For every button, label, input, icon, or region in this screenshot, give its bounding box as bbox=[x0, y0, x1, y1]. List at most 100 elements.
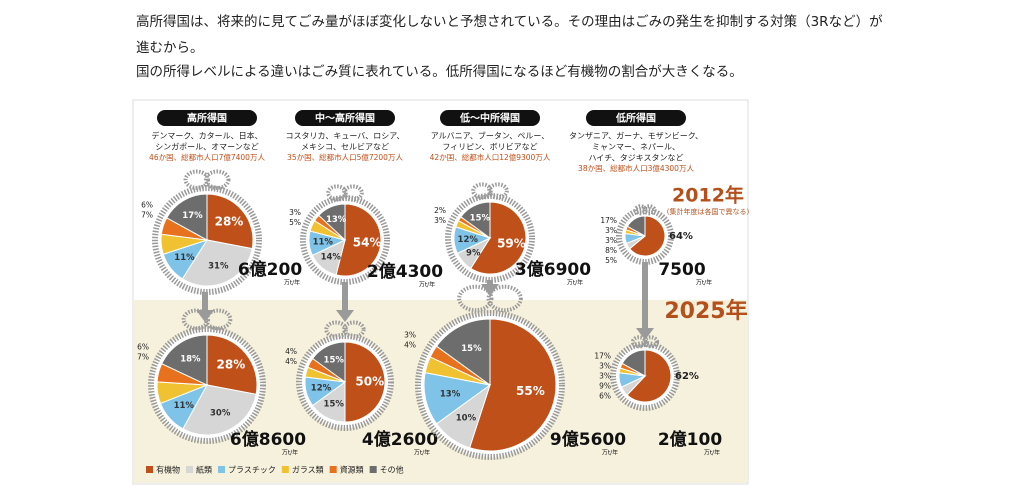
value-label: 62% bbox=[675, 371, 699, 382]
value-label: 11% bbox=[174, 401, 195, 411]
bag-bow bbox=[642, 335, 660, 349]
pie-slice bbox=[161, 334, 208, 386]
text-line: 進むから。 bbox=[136, 40, 204, 56]
group-name: 中～高所得国 bbox=[315, 112, 375, 125]
bag-bow bbox=[181, 308, 211, 331]
value-label: 11% bbox=[313, 238, 334, 248]
value-label: 50% bbox=[355, 375, 384, 389]
value-label: 3% bbox=[289, 208, 301, 217]
total-unit: 万t/年 bbox=[284, 279, 300, 287]
value-label: 15% bbox=[470, 214, 491, 224]
value-label: 3% bbox=[404, 331, 416, 340]
group-badge bbox=[295, 110, 395, 126]
legend-swatch bbox=[186, 466, 193, 473]
pie-slice bbox=[318, 203, 346, 242]
group-countries: フィリピン、ボリビアなど bbox=[442, 143, 537, 152]
bag-bow bbox=[486, 284, 523, 313]
value-label: 7% bbox=[137, 353, 149, 362]
legend-label: 紙類 bbox=[196, 465, 212, 475]
pie-slice bbox=[182, 384, 257, 436]
value-label: 15% bbox=[324, 355, 345, 365]
value-label: 6% bbox=[137, 343, 149, 352]
value-label: 4% bbox=[285, 357, 297, 366]
group-population: 46か国、総都市人口7億7400万人 bbox=[149, 152, 265, 162]
bag-bow bbox=[342, 320, 366, 339]
value-label: 31% bbox=[208, 262, 229, 272]
value-label: 5% bbox=[289, 218, 301, 227]
value-label: 11% bbox=[174, 253, 195, 263]
group-countries: ミャンマー、ネパール、 bbox=[592, 143, 680, 152]
value-label: 15% bbox=[461, 344, 482, 354]
value-label: 17% bbox=[594, 352, 611, 361]
legend-label: プラスチック bbox=[228, 466, 276, 475]
legend-swatch bbox=[218, 466, 225, 473]
group-countries: アルバニア、ブータン、ペルー、 bbox=[431, 131, 550, 141]
pie-slice bbox=[166, 193, 208, 241]
pie-slice bbox=[460, 201, 491, 239]
value-label: 28% bbox=[215, 214, 244, 228]
value-label: 8% bbox=[605, 246, 617, 255]
value-label: 17% bbox=[600, 216, 617, 225]
pie-slice bbox=[344, 341, 386, 423]
value-label: 14% bbox=[321, 253, 342, 263]
value-label: 2% bbox=[434, 206, 446, 215]
pie-slice bbox=[206, 193, 254, 250]
value-label: 4% bbox=[285, 347, 297, 356]
pie-slice bbox=[628, 215, 666, 257]
value-label: 59% bbox=[497, 237, 526, 251]
value-label: 30% bbox=[210, 409, 231, 419]
total-unit: 万t/年 bbox=[704, 449, 720, 457]
group-badge bbox=[586, 110, 686, 126]
value-label: 13% bbox=[326, 215, 347, 225]
bag-bow bbox=[342, 184, 364, 202]
total: 7500 bbox=[658, 260, 705, 280]
bag-bow bbox=[630, 335, 648, 349]
group-badge bbox=[440, 110, 540, 126]
year-note: (集計年度は各国で異なる) bbox=[667, 207, 750, 216]
pie-slice bbox=[626, 349, 672, 403]
value-label: 12% bbox=[458, 235, 479, 245]
total-unit: 万t/年 bbox=[414, 449, 430, 457]
pie-slice bbox=[435, 318, 491, 386]
bag-bow bbox=[642, 204, 657, 216]
legend-swatch bbox=[329, 466, 337, 473]
value-label: 7% bbox=[141, 211, 153, 220]
group-population: 42か国、総都市人口12億9300万人 bbox=[430, 152, 551, 162]
legend-swatch bbox=[146, 466, 153, 473]
value-label: 15% bbox=[324, 400, 345, 410]
group-name: 低～中所得国 bbox=[459, 112, 520, 125]
total: 6億8600 bbox=[230, 429, 306, 450]
pie-slice bbox=[206, 334, 258, 395]
total: 2億4300 bbox=[367, 261, 443, 282]
total: 4億2600 bbox=[362, 429, 438, 450]
group-name: 高所得国 bbox=[187, 112, 227, 125]
total: 9億5600 bbox=[550, 429, 626, 450]
group-countries: メキシコ、セルビアなど bbox=[301, 143, 389, 152]
group-badge bbox=[157, 110, 257, 126]
value-label: 3% bbox=[605, 226, 617, 235]
value-label: 3% bbox=[434, 216, 446, 225]
year-label: 2012年 bbox=[672, 184, 744, 207]
year-label: 2025年 bbox=[664, 298, 747, 324]
value-label: 64% bbox=[669, 231, 693, 242]
legend-swatch bbox=[369, 466, 377, 473]
value-label: 10% bbox=[456, 414, 477, 424]
value-label: 18% bbox=[180, 354, 201, 364]
legend-label: ガラス類 bbox=[292, 465, 324, 475]
bag-bow bbox=[183, 169, 211, 190]
pie-slice bbox=[470, 201, 527, 275]
total: 2億100 bbox=[658, 429, 722, 450]
group-countries: コスタリカ、キューバ、ロシア、 bbox=[286, 132, 405, 141]
total: 6億200 bbox=[238, 259, 302, 280]
pie-slice bbox=[468, 318, 557, 452]
total-unit: 万t/年 bbox=[602, 449, 618, 457]
total-unit: 万t/年 bbox=[696, 279, 712, 287]
pie-slice bbox=[335, 203, 382, 277]
total-unit: 万t/年 bbox=[282, 449, 298, 457]
group-name: 低所得国 bbox=[615, 112, 656, 125]
bag-bow bbox=[203, 169, 231, 190]
bag-bow bbox=[326, 184, 348, 202]
value-label: 12% bbox=[311, 384, 332, 394]
